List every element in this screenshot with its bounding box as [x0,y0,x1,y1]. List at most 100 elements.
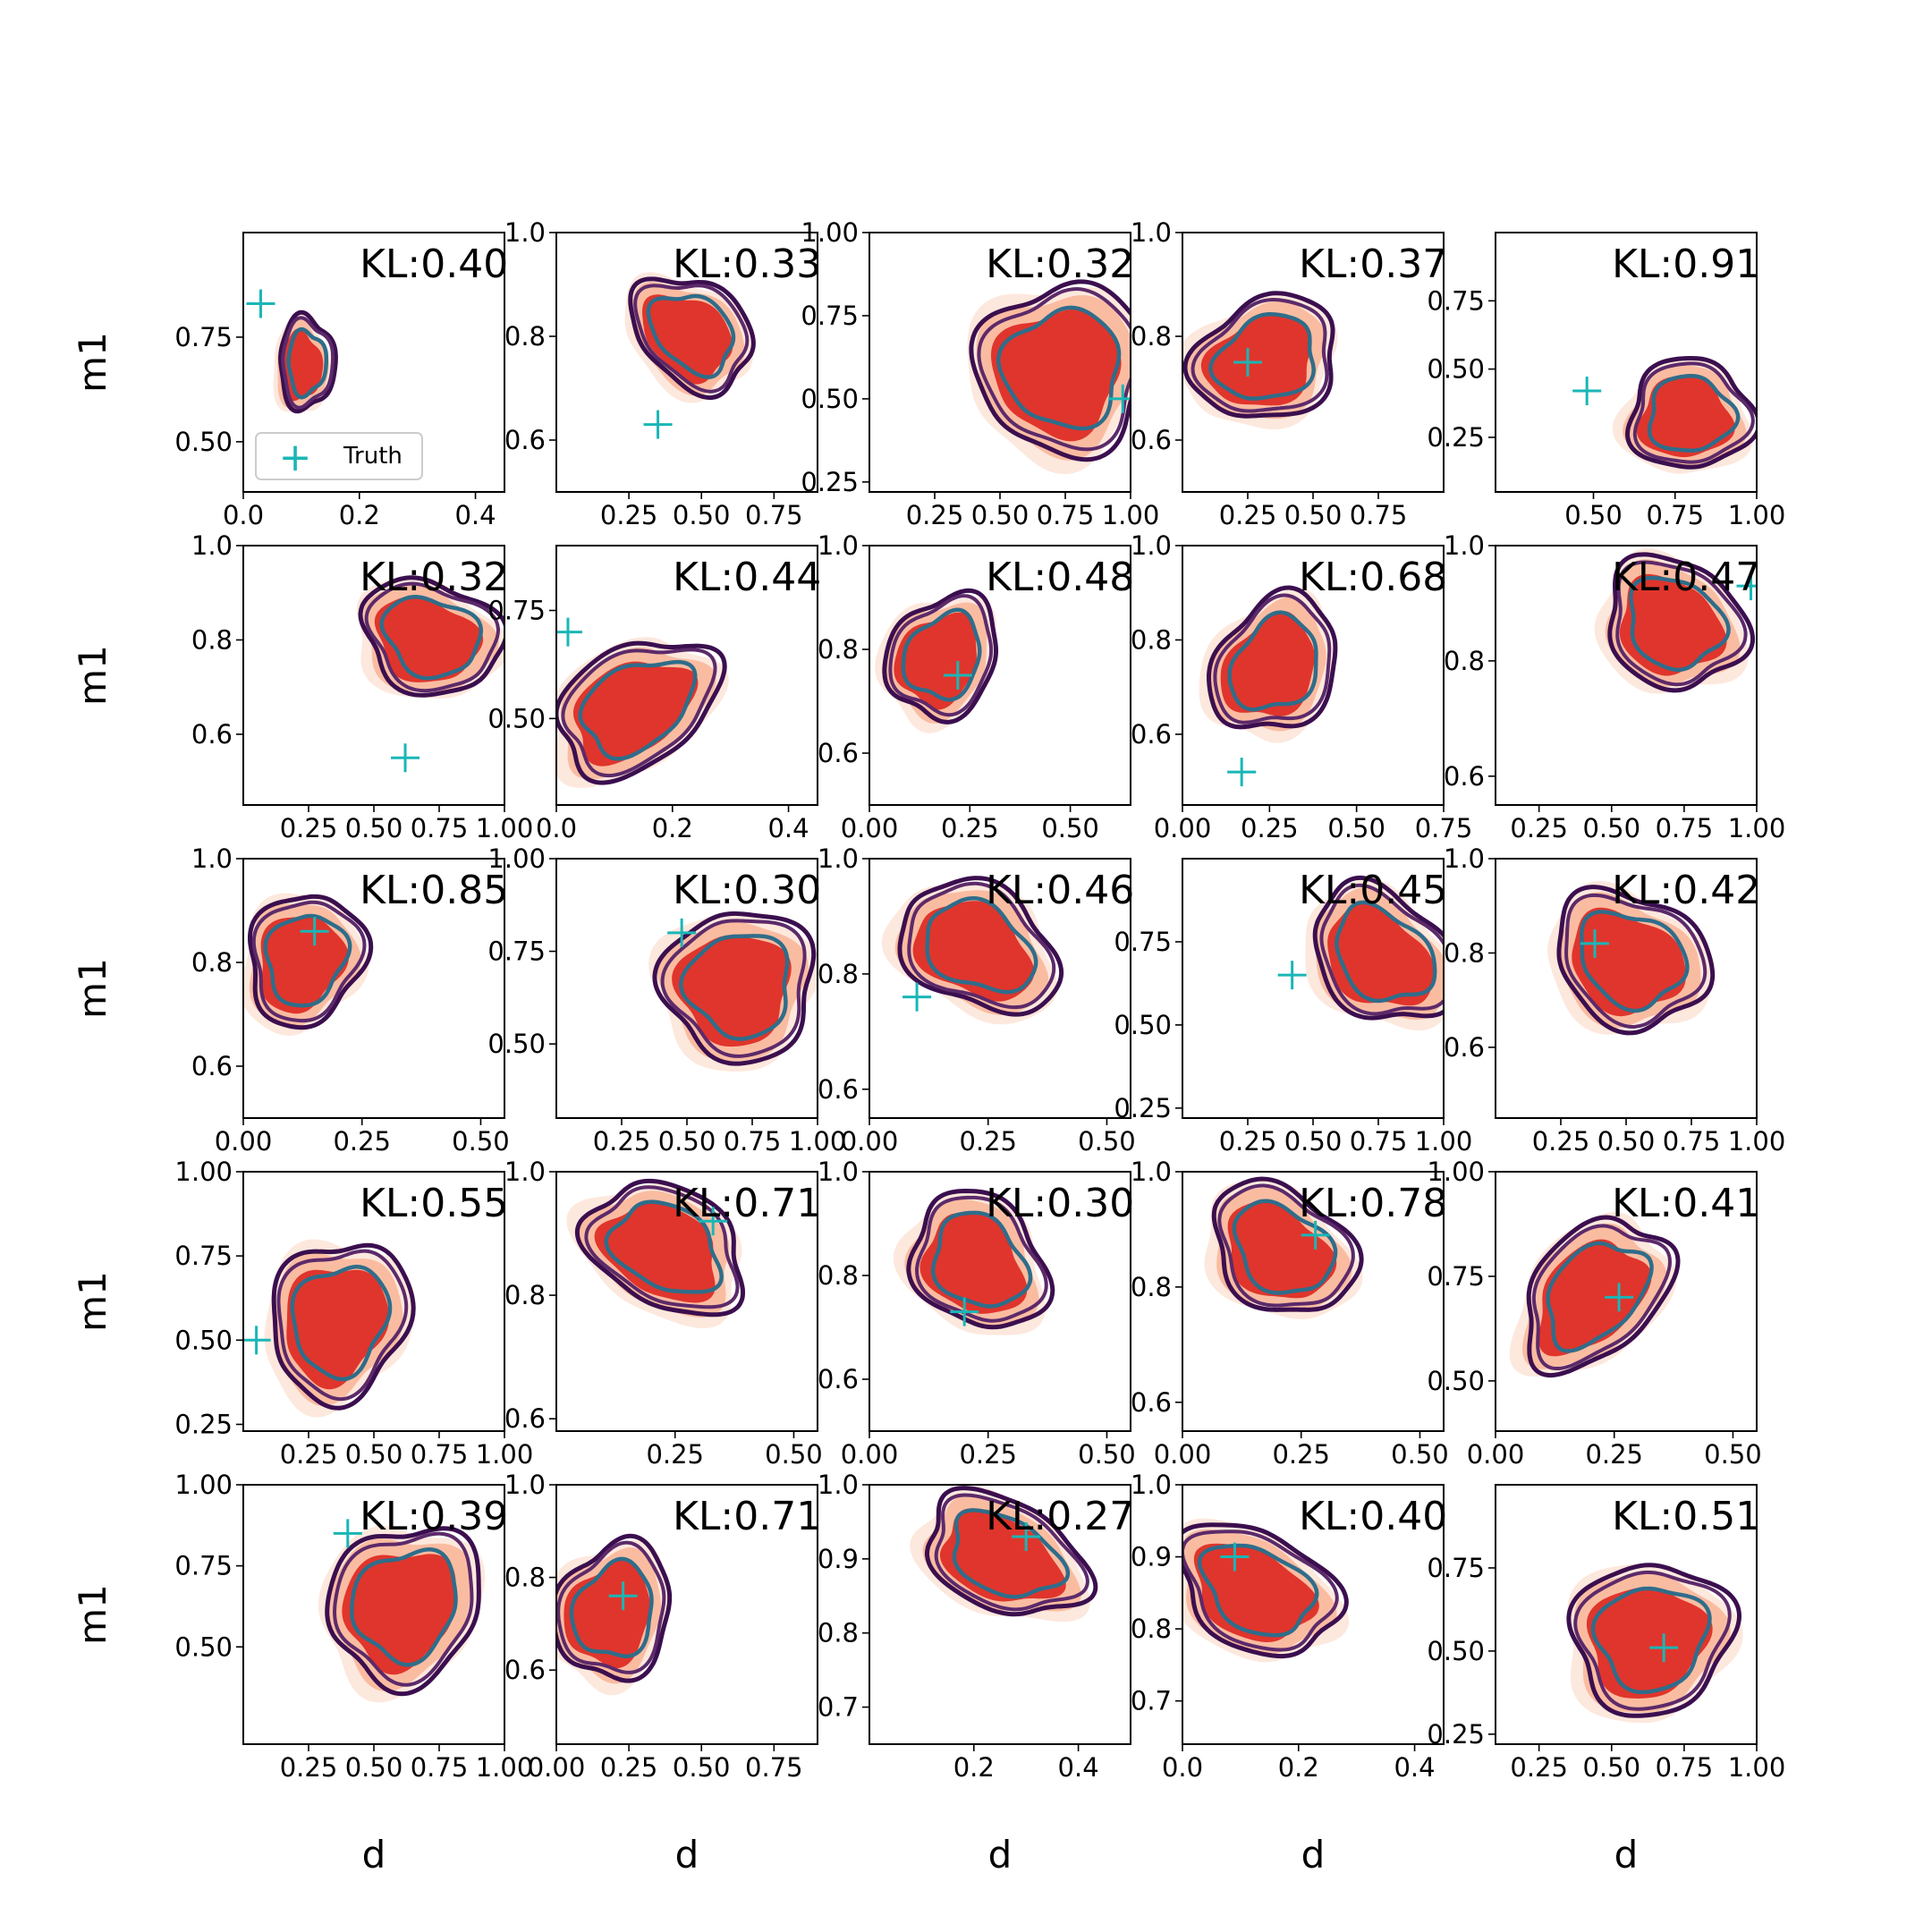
y-axis-label: m1 [71,958,114,1019]
contour-line-2 [1573,1570,1732,1711]
x-tick-label: 0.2 [953,1752,995,1783]
contour-line-1 [1206,585,1338,730]
x-tick-label: 1.00 [1728,813,1786,843]
kl-label: KL:0.85 [360,868,508,913]
x-tick-label: 0.00 [215,1126,273,1157]
plot-area [1566,1563,1743,1724]
x-axis-label: d [1301,1833,1326,1877]
contour-line-2 [934,1493,1089,1612]
truth-marker [1220,1542,1250,1572]
plot-area [875,588,999,733]
x-tick-label: 0.50 [1391,1439,1449,1470]
x-axis-label: d [362,1833,386,1877]
contour-line-3 [1647,373,1741,453]
kl-label: KL:0.47 [1612,555,1760,600]
y-tick-label: 0.50 [174,1325,233,1355]
contour-line-3 [569,1556,654,1658]
x-tick-label: 0.25 [1219,1126,1277,1157]
y-tick-label: 1.0 [818,530,859,561]
x-tick-label: 0.00 [1154,813,1212,843]
panel-5: 0.50 0.75 1.00 0.25 0.50 0.75 KL:0.91 [1427,232,1785,530]
y-tick-label: 0.8 [1131,1614,1172,1644]
x-tick-label: 0.00 [841,813,899,843]
contour-line-3 [263,913,352,1008]
x-tick-label: 0.25 [333,1126,391,1157]
y-tick-label: 0.50 [1427,1636,1485,1666]
density-fill-3 [919,1212,1028,1314]
x-tick-label: 0.50 [1704,1439,1762,1470]
contour-line-3 [930,1210,1033,1309]
contour-line-2 [888,594,994,717]
kl-label: KL:0.78 [1299,1181,1447,1226]
x-tick-label: 0.50 [673,500,731,530]
truth-marker [333,1519,362,1548]
x-tick-label: 0.75 [1415,813,1473,843]
y-tick-label: 0.8 [818,1260,859,1291]
kl-label: KL:0.37 [1299,242,1447,287]
contour-line-3 [290,1264,393,1382]
contour-line-2 [584,1185,740,1309]
contour-line-3 [1580,910,1690,1013]
contour-line-2 [660,919,807,1058]
plot-area [243,893,374,1036]
axes-frame [1495,545,1758,806]
axes-frame [1182,1171,1445,1432]
y-tick-label: 0.8 [818,1618,859,1648]
panel-10: 0.25 0.50 0.75 1.00 0.6 0.8 1.0 KL:0.47 [1444,530,1785,843]
y-tick-label: 0.75 [174,1551,233,1581]
x-tick-label: 0.50 [658,1126,716,1157]
panel-17: 0.25 0.50 0.6 0.8 1.0 KL:0.71 [504,1157,823,1470]
y-tick-label: 0.8 [1444,646,1485,676]
contour-line-2 [1319,883,1444,1016]
panel-22: 0.00 0.25 0.50 0.75 0.6 0.8 1.0 KL:0.71 [504,1470,821,1783]
x-tick-label: 0.50 [1078,1439,1136,1470]
plot-area [556,617,729,788]
truth-marker [608,1581,638,1611]
contour-line-1 [906,1189,1055,1330]
contour-line-1 [969,279,1131,462]
truth-marker [902,982,932,1012]
contour-line-3 [1208,311,1316,401]
y-tick-label: 0.6 [818,1074,859,1105]
x-tick-label: 0.75 [1646,500,1704,530]
y-tick-label: 0.8 [504,1563,546,1593]
truth-marker [1277,961,1307,990]
contour-line-1 [247,894,374,1030]
kl-label: KL:0.42 [1612,868,1760,913]
y-axis-label: m1 [71,1271,114,1332]
panel-7: 0.0 0.2 0.4 0.50 0.75 KL:0.44 [487,545,821,843]
y-tick-label: 0.6 [504,1655,546,1685]
contour-line-1 [1182,1522,1349,1659]
y-axis-label: m1 [71,645,114,706]
kl-label: KL:0.51 [1612,1494,1760,1539]
x-tick-label: 0.4 [454,500,496,530]
y-tick-label: 0.75 [1114,927,1172,957]
x-axis-label: d [675,1833,699,1877]
y-tick-label: 1.0 [191,843,233,874]
x-tick-label: 0.25 [593,1126,651,1157]
contour-line-1 [278,309,338,414]
plot-area [893,1189,1055,1335]
y-tick-label: 0.50 [487,703,546,733]
plot-area [1509,1212,1681,1378]
y-tick-label: 1.0 [1444,530,1485,561]
density-fill-3 [594,1202,716,1303]
contour-line-2 [281,316,335,410]
truth-marker [246,289,275,318]
contour-line-1 [358,575,504,698]
y-tick-label: 0.6 [1131,425,1172,455]
x-tick-label: 0.75 [1656,813,1714,843]
y-tick-label: 1.0 [1444,843,1485,874]
x-tick-label: 0.25 [280,1752,338,1783]
axes-frame [1182,1484,1445,1745]
y-tick-label: 0.6 [504,1403,546,1434]
x-tick-label: 0.2 [1278,1752,1319,1783]
truth-marker [300,917,329,946]
y-tick-label: 1.0 [818,1157,859,1187]
x-tick-label: 0.25 [1585,1439,1643,1470]
contour-line-3 [996,305,1122,431]
contour-line-1 [1182,291,1335,419]
